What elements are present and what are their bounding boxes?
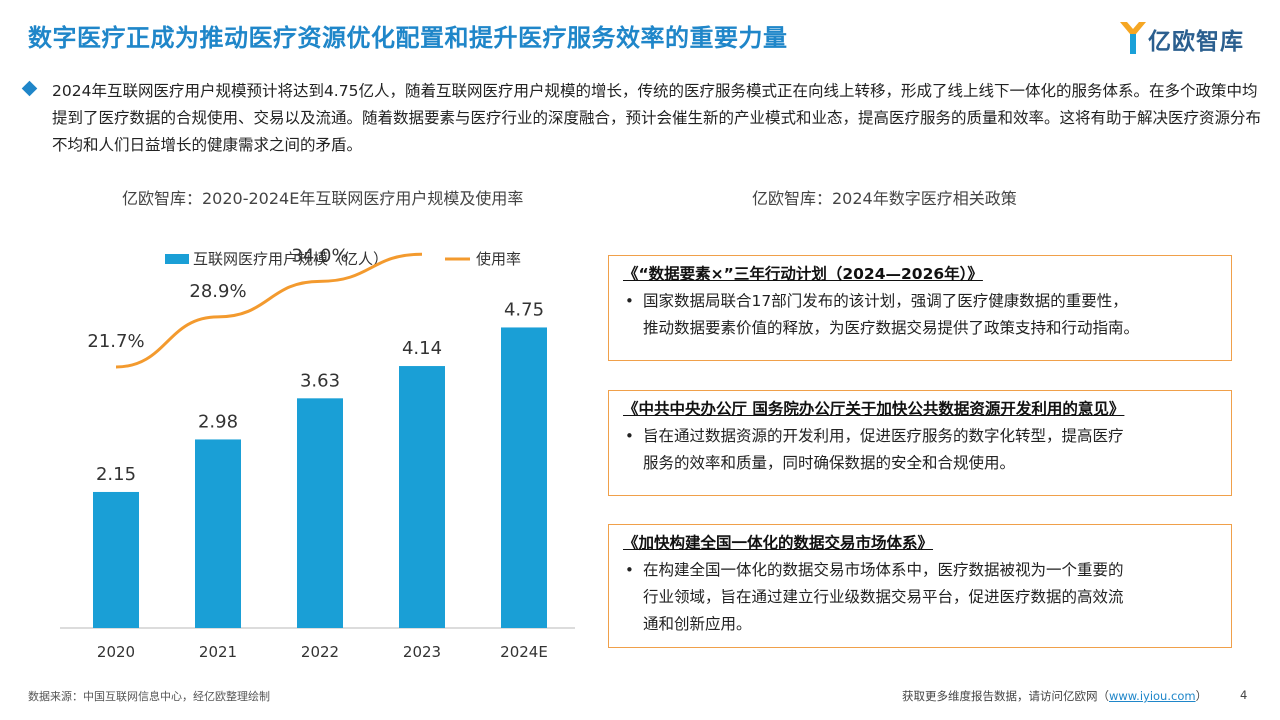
intro-paragraph: 2024年互联网医疗用户规模预计将达到4.75亿人，随着互联网医疗用户规模的增长… <box>21 78 1264 159</box>
intro-text: 2024年互联网医疗用户规模预计将达到4.75亿人，随着互联网医疗用户规模的增长… <box>52 82 1262 154</box>
bar <box>501 327 547 628</box>
bar <box>399 366 445 628</box>
policy-line: 旨在通过数据资源的开发利用，促进医疗服务的数字化转型，提高医疗 <box>643 427 1124 445</box>
legend-label-line: 使用率 <box>476 250 521 268</box>
bar-value-label: 4.14 <box>402 338 442 359</box>
policy-card-3: 《加快构建全国一体化的数据交易市场体系》 • 在构建全国一体化的数据交易市场体系… <box>608 524 1232 648</box>
x-tick-label: 2020 <box>97 643 135 661</box>
line-value-label: 34.0% <box>291 245 348 266</box>
bar <box>195 439 241 628</box>
policy-line: 推动数据要素价值的释放，为医疗数据交易提供了政策支持和行动指南。 <box>643 319 1140 337</box>
x-tick-label: 2022 <box>301 643 339 661</box>
bar <box>93 491 139 628</box>
policy-body: • 国家数据局联合17部门发布的该计划，强调了医疗健康数据的重要性， 推动数据要… <box>619 288 1221 342</box>
chart-subtitle: 亿欧智库：2020-2024E年互联网医疗用户规模及使用率 <box>122 189 524 208</box>
footer-more-suffix: ） <box>1195 689 1208 703</box>
bullet-dot-icon: • <box>625 427 634 445</box>
bar <box>297 398 343 628</box>
policy-line: 国家数据局联合17部门发布的该计划，强调了医疗健康数据的重要性， <box>643 292 1128 310</box>
page-number: 4 <box>1240 688 1248 702</box>
line-value-label: 28.9% <box>189 281 246 302</box>
policy-body: • 旨在通过数据资源的开发利用，促进医疗服务的数字化转型，提高医疗 服务的效率和… <box>619 423 1221 477</box>
diamond-bullet-icon <box>21 80 38 97</box>
x-tick-label: 2023 <box>403 643 441 661</box>
bar-value-label: 3.63 <box>300 370 340 391</box>
policy-card-1: 《“数据要素×”三年行动计划（2024—2026年）》 • 国家数据局联合17部… <box>608 255 1232 361</box>
legend-label-bar: 互联网医疗用户规模（亿人） <box>193 250 388 268</box>
bar-value-label: 2.98 <box>198 411 238 432</box>
page-title: 数字医疗正成为推动医疗资源优化配置和提升医疗服务效率的重要力量 <box>28 24 788 52</box>
data-source: 数据来源：中国互联网信息中心，经亿欧整理绘制 <box>28 690 270 703</box>
bar-value-label: 4.75 <box>504 299 544 320</box>
policy-line: 通和创新应用。 <box>643 615 752 633</box>
x-tick-label: 2024E <box>500 643 548 661</box>
policy-line: 服务的效率和质量，同时确保数据的安全和合规使用。 <box>643 454 1016 472</box>
policy-line: 在构建全国一体化的数据交易市场体系中，医疗数据被视为一个重要的 <box>643 561 1124 579</box>
policy-title: 《中共中央办公厅 国务院办公厅关于加快公共数据资源开发利用的意见》 <box>623 400 1125 418</box>
logo-text: 亿欧智库 <box>1148 29 1244 55</box>
policy-title: 《加快构建全国一体化的数据交易市场体系》 <box>623 534 934 552</box>
policy-line: 行业领域，旨在通过建立行业级数据交易平台，促进医疗数据的高效流 <box>643 588 1124 606</box>
footer-link[interactable]: www.iyiou.com <box>1109 689 1196 703</box>
policy-title: 《“数据要素×”三年行动计划（2024—2026年）》 <box>623 265 983 283</box>
footer-more: 获取更多维度报告数据，请访问亿欧网（www.iyiou.com） <box>902 688 1207 704</box>
logo-icon <box>1120 22 1146 54</box>
bullet-dot-icon: • <box>625 561 634 579</box>
policy-body: • 在构建全国一体化的数据交易市场体系中，医疗数据被视为一个重要的 行业领域，旨… <box>619 557 1221 638</box>
policy-subtitle: 亿欧智库：2024年数字医疗相关政策 <box>752 189 1017 208</box>
footer-more-prefix: 获取更多维度报告数据，请访问亿欧网（ <box>902 689 1109 703</box>
bar-value-label: 2.15 <box>96 464 136 485</box>
legend-swatch-bar <box>165 254 189 264</box>
policy-card-2: 《中共中央办公厅 国务院办公厅关于加快公共数据资源开发利用的意见》 • 旨在通过… <box>608 390 1232 496</box>
bullet-dot-icon: • <box>625 292 634 310</box>
x-tick-label: 2021 <box>199 643 237 661</box>
combo-chart: 互联网医疗用户规模（亿人） 使用率 2.15 2020 2.98 2021 3.63 2022… <box>40 218 600 670</box>
line-value-label: 21.7% <box>87 331 144 352</box>
logo: 亿欧智库 <box>1118 20 1258 56</box>
usage-rate-line <box>115 252 423 369</box>
